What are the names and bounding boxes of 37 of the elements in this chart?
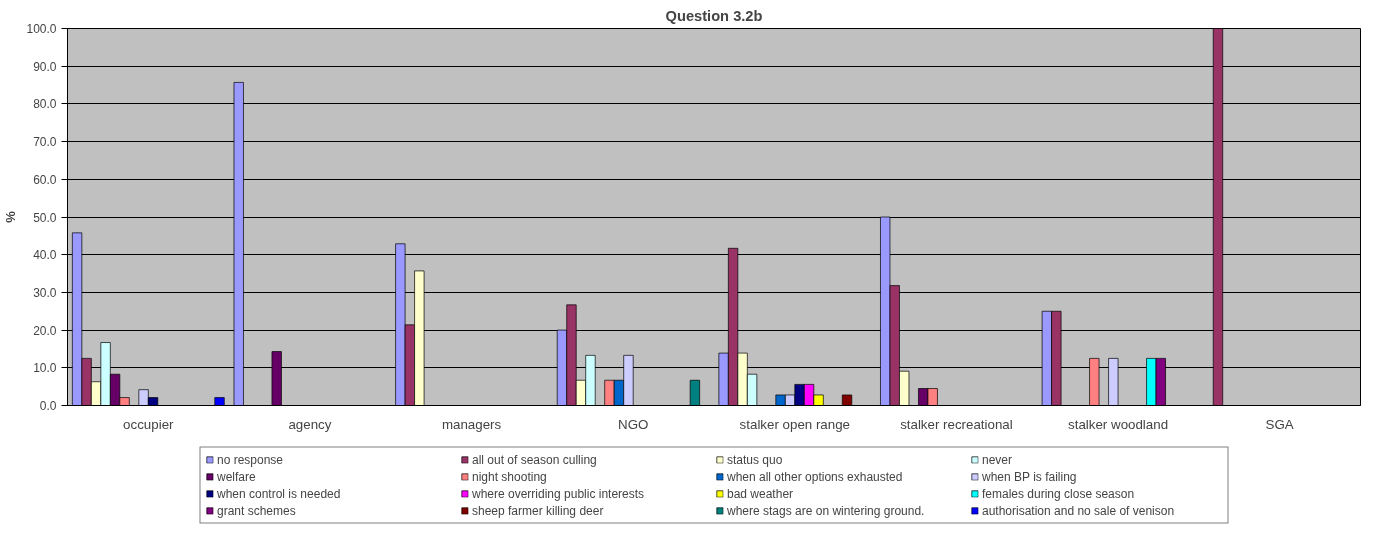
legend-label: status quo (727, 452, 784, 467)
x-tick-label: stalker woodland (1068, 416, 1169, 432)
x-tick-label: stalker recreational (900, 416, 1013, 432)
y-tick-label: 0.0 (39, 399, 57, 413)
y-tick-label: 100.0 (26, 22, 57, 36)
y-tick-label: 10.0 (33, 361, 57, 376)
legend-label: where stags are on wintering ground. (727, 503, 926, 518)
legend-label: where overriding public interests (472, 486, 646, 501)
y-tick-label: 40.0 (33, 248, 57, 263)
legend-label: when control is needed (217, 486, 342, 501)
x-tick-label: NGO (618, 416, 649, 432)
x-tick-label: occupier (123, 416, 175, 432)
legend-label: when BP is failing (982, 469, 1078, 484)
y-tick-label: 70.0 (33, 135, 57, 150)
legend-label: sheep farmer killing deer (472, 503, 605, 518)
x-tick-label: managers (441, 416, 502, 432)
y-tick-label: 60.0 (33, 172, 57, 187)
y-axis-title: % (3, 210, 19, 223)
y-tick-label: 20.0 (33, 323, 57, 338)
legend-label: never (982, 452, 1014, 467)
x-tick-label: agency (288, 416, 332, 432)
legend-label: night shooting (472, 469, 548, 484)
legend-label: welfare (217, 469, 257, 484)
y-tick-label: 50.0 (33, 210, 57, 225)
legend-label: when all other options exhausted (727, 469, 904, 484)
chart-title: Question 3.2b (665, 7, 763, 24)
y-tick-label: 90.0 (33, 59, 57, 74)
y-tick-label: 80.0 (33, 97, 57, 112)
legend-label: all out of season culling (472, 452, 598, 467)
legend-label: authorisation and no sale of venison (982, 503, 1176, 518)
x-tick-label: stalker open range (739, 416, 851, 432)
legend-label: no response (217, 452, 285, 467)
legend-label: females during close season (982, 486, 1136, 501)
legend-label: bad weather (727, 486, 795, 501)
x-tick-label: SGA (1265, 416, 1294, 432)
legend-label: grant schemes (217, 503, 297, 518)
y-tick-label: 30.0 (33, 285, 57, 300)
